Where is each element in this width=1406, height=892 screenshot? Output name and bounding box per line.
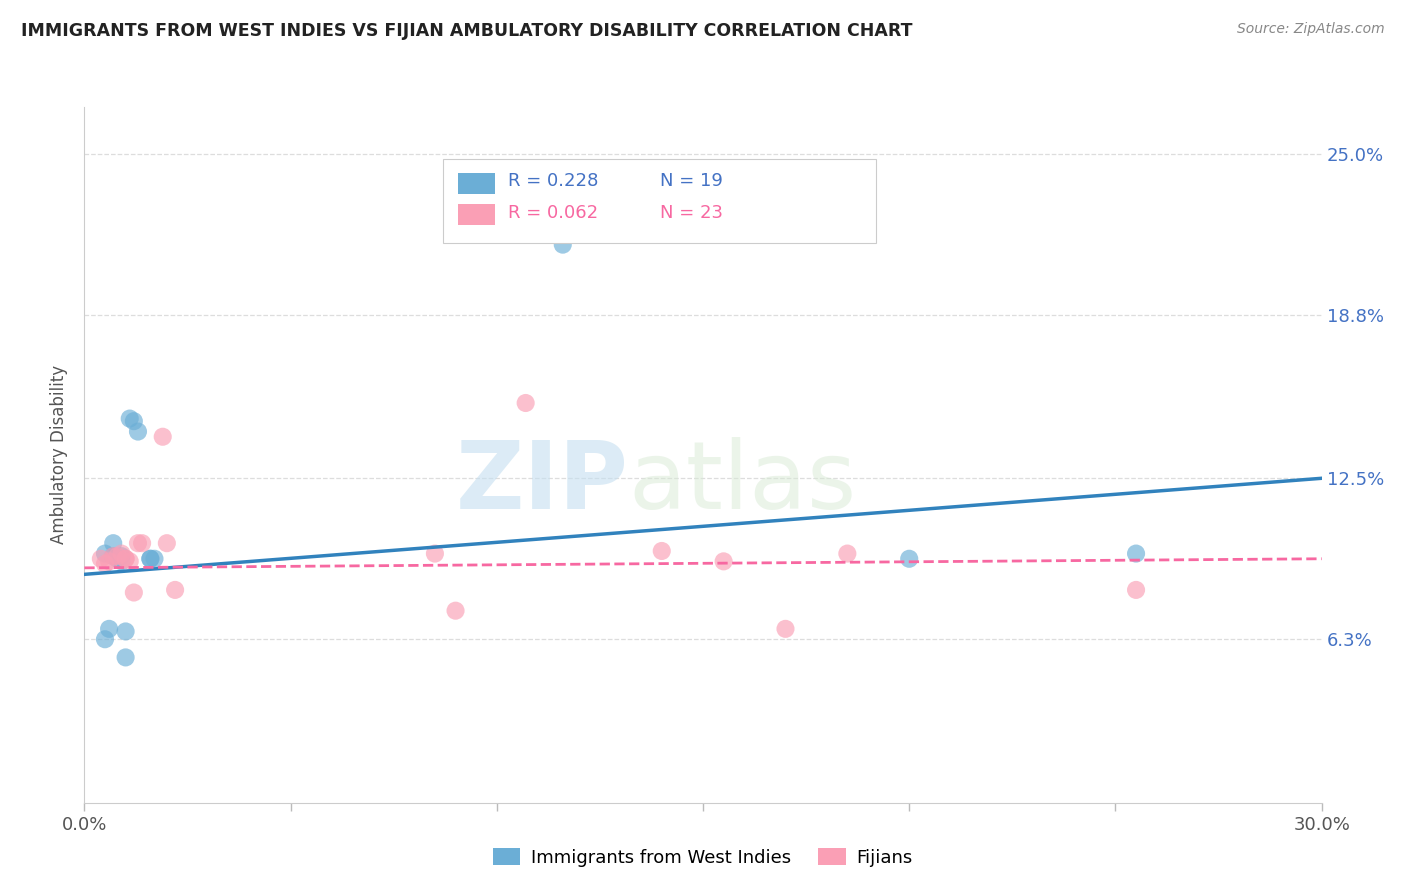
Text: R = 0.228: R = 0.228 bbox=[508, 172, 598, 191]
Point bbox=[156, 536, 179, 550]
Point bbox=[90, 551, 112, 566]
Point bbox=[775, 622, 797, 636]
Point bbox=[114, 650, 136, 665]
Point bbox=[114, 551, 136, 566]
Legend: Immigrants from West Indies, Fijians: Immigrants from West Indies, Fijians bbox=[486, 841, 920, 874]
Point bbox=[122, 414, 145, 428]
Point bbox=[152, 430, 174, 444]
Point bbox=[139, 551, 162, 566]
Text: N = 19: N = 19 bbox=[659, 172, 723, 191]
Point bbox=[118, 411, 141, 425]
Point bbox=[551, 237, 574, 252]
Point bbox=[1125, 582, 1147, 597]
Point bbox=[114, 551, 136, 566]
Point bbox=[110, 549, 132, 564]
Text: IMMIGRANTS FROM WEST INDIES VS FIJIAN AMBULATORY DISABILITY CORRELATION CHART: IMMIGRANTS FROM WEST INDIES VS FIJIAN AM… bbox=[21, 22, 912, 40]
Text: R = 0.062: R = 0.062 bbox=[508, 203, 598, 222]
Point bbox=[837, 547, 859, 561]
Point bbox=[103, 536, 125, 550]
Point bbox=[131, 536, 153, 550]
Point bbox=[98, 622, 121, 636]
Point bbox=[515, 396, 537, 410]
Point bbox=[651, 544, 673, 558]
Point bbox=[105, 551, 128, 566]
Point bbox=[1125, 547, 1147, 561]
Point bbox=[127, 425, 149, 439]
Point bbox=[94, 557, 117, 571]
Point bbox=[118, 554, 141, 568]
Point bbox=[103, 549, 125, 564]
FancyBboxPatch shape bbox=[458, 204, 495, 226]
Point bbox=[127, 536, 149, 550]
Y-axis label: Ambulatory Disability: Ambulatory Disability bbox=[51, 366, 69, 544]
Point bbox=[105, 549, 128, 564]
Point bbox=[139, 551, 162, 566]
Point bbox=[94, 632, 117, 647]
Point bbox=[444, 604, 467, 618]
FancyBboxPatch shape bbox=[443, 159, 876, 243]
Point bbox=[122, 585, 145, 599]
Point bbox=[423, 547, 446, 561]
Point bbox=[713, 554, 735, 568]
Text: Source: ZipAtlas.com: Source: ZipAtlas.com bbox=[1237, 22, 1385, 37]
Point bbox=[143, 551, 166, 566]
Point bbox=[165, 582, 187, 597]
Point bbox=[898, 551, 921, 566]
FancyBboxPatch shape bbox=[458, 173, 495, 194]
Point bbox=[110, 554, 132, 568]
Text: atlas: atlas bbox=[628, 437, 858, 529]
Text: N = 23: N = 23 bbox=[659, 203, 723, 222]
Point bbox=[114, 624, 136, 639]
Point bbox=[110, 547, 132, 561]
Point bbox=[98, 554, 121, 568]
Text: ZIP: ZIP bbox=[456, 437, 628, 529]
Point bbox=[94, 547, 117, 561]
Point bbox=[103, 549, 125, 564]
